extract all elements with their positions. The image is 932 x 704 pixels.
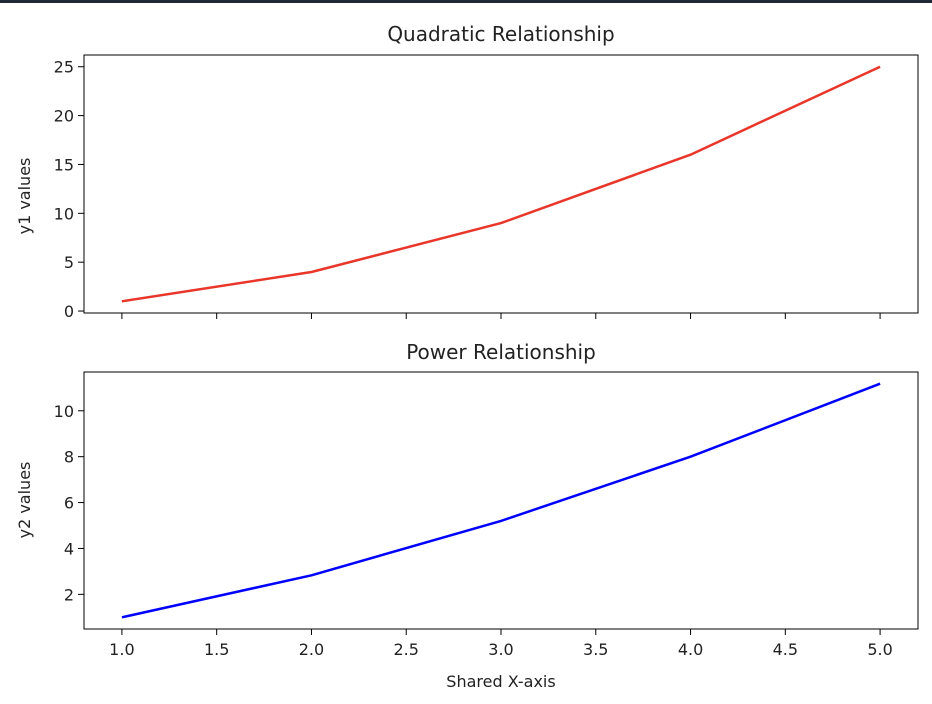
y-tick-label: 2 <box>64 585 74 604</box>
y-ticks-2: 2 4 6 8 10 <box>54 402 84 604</box>
y-tick-label: 10 <box>54 402 74 421</box>
y-tick-label: 15 <box>54 155 74 174</box>
window-top-border <box>0 0 932 3</box>
y-tick-label: 8 <box>64 448 74 467</box>
y-axis-label-1: y1 values <box>15 158 34 235</box>
y-tick-label: 4 <box>64 539 74 558</box>
series-line-y2 <box>121 382 881 619</box>
x-tick-label: 3.0 <box>488 640 513 659</box>
x-tick-label: 1.0 <box>109 640 134 659</box>
x-tick-label: 5.0 <box>867 640 892 659</box>
x-ticks-1 <box>121 313 881 319</box>
subplot-quadratic: Quadratic Relationship y1 values 0 5 10 15 2… <box>15 22 919 321</box>
plot-area-2 <box>83 371 919 630</box>
y-tick-label: 5 <box>64 253 74 272</box>
y-tick-label: 0 <box>64 302 74 321</box>
y-tick-label: 25 <box>54 58 74 77</box>
x-ticks-2: 1.0 1.5 2.0 2.5 3.0 3.5 4.0 4.5 5.0 <box>109 629 893 659</box>
x-tick-label: 1.5 <box>204 640 229 659</box>
x-axis-label-2: Shared X-axis <box>446 672 555 691</box>
y-axis-label-2: y2 values <box>15 462 34 539</box>
series-line-y1 <box>121 65 881 303</box>
x-tick-label: 3.5 <box>583 640 608 659</box>
y-ticks-1: 0 5 10 15 20 25 <box>54 58 84 321</box>
x-tick-label: 4.0 <box>678 640 703 659</box>
x-tick-label: 2.5 <box>394 640 419 659</box>
chart-title-1: Quadratic Relationship <box>387 22 614 46</box>
plot-area-1 <box>83 54 919 314</box>
chart-title-2: Power Relationship <box>406 340 596 364</box>
x-tick-label: 4.5 <box>773 640 798 659</box>
subplot-power: Power Relationship y2 values Shared X-ax… <box>15 340 919 691</box>
y-tick-label: 20 <box>54 107 74 126</box>
y-tick-label: 10 <box>54 204 74 223</box>
x-tick-label: 2.0 <box>299 640 324 659</box>
y-tick-label: 6 <box>64 494 74 513</box>
